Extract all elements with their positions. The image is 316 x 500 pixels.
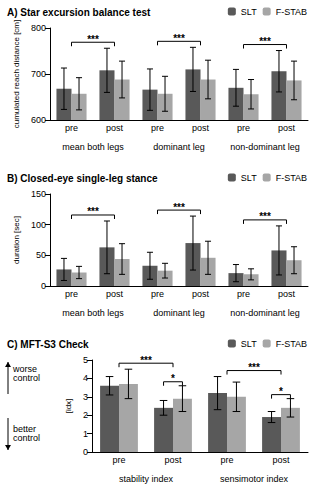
svg-text:non-dominant leg: non-dominant leg: [230, 308, 300, 318]
svg-text:***: ***: [173, 202, 185, 213]
svg-text:pre: pre: [237, 289, 250, 299]
svg-text:0: 0: [41, 281, 46, 291]
svg-text:pre: pre: [65, 289, 78, 299]
svg-text:700: 700: [31, 69, 46, 79]
svg-text:***: ***: [140, 355, 152, 366]
svg-text:control: control: [13, 373, 40, 383]
svg-text:post: post: [278, 123, 296, 133]
svg-text:post: post: [106, 289, 124, 299]
svg-text:pre: pre: [65, 123, 78, 133]
svg-text:100: 100: [31, 220, 46, 230]
svg-text:F-STAB: F-STAB: [276, 173, 307, 183]
svg-text:SLT: SLT: [241, 7, 257, 17]
svg-text:4: 4: [83, 373, 88, 383]
svg-text:SLT: SLT: [241, 339, 257, 349]
svg-text:800: 800: [31, 23, 46, 33]
svg-text:*: *: [171, 373, 175, 384]
svg-text:[idx]: [idx]: [64, 399, 73, 414]
svg-text:A) Star excursion balance test: A) Star excursion balance test: [7, 7, 151, 18]
svg-text:*: *: [279, 386, 283, 397]
svg-text:post: post: [164, 455, 182, 465]
svg-text:post: post: [272, 455, 290, 465]
svg-text:pre: pre: [220, 455, 233, 465]
svg-text:pre: pre: [112, 455, 125, 465]
svg-text:post: post: [192, 289, 210, 299]
svg-text:F-STAB: F-STAB: [276, 7, 307, 17]
svg-text:pre: pre: [237, 123, 250, 133]
svg-text:50: 50: [36, 250, 46, 260]
svg-text:3: 3: [83, 392, 88, 402]
svg-text:dominant leg: dominant leg: [153, 308, 205, 318]
svg-text:non-dominant leg: non-dominant leg: [230, 142, 300, 152]
svg-text:post: post: [106, 123, 124, 133]
svg-text:B) Closed-eye single-leg stanc: B) Closed-eye single-leg stance: [7, 173, 158, 184]
svg-text:pre: pre: [151, 123, 164, 133]
svg-text:stability index: stability index: [119, 474, 174, 484]
svg-text:sensimotor index: sensimotor index: [220, 474, 289, 484]
svg-text:dominant leg: dominant leg: [153, 142, 205, 152]
svg-text:post: post: [278, 289, 296, 299]
svg-text:post: post: [192, 123, 210, 133]
svg-text:mean both legs: mean both legs: [62, 308, 124, 318]
svg-text:worse: worse: [13, 363, 40, 374]
svg-text:***: ***: [259, 36, 271, 47]
svg-text:mean both legs: mean both legs: [62, 142, 124, 152]
svg-text:***: ***: [87, 206, 99, 217]
svg-text:pre: pre: [151, 289, 164, 299]
svg-text:1: 1: [83, 429, 88, 439]
svg-text:150: 150: [31, 189, 46, 199]
svg-text:duration [sec]: duration [sec]: [12, 216, 21, 264]
svg-text:cumulated reach distance [cm]: cumulated reach distance [cm]: [12, 20, 21, 129]
svg-text:2: 2: [83, 410, 88, 420]
svg-text:***: ***: [87, 34, 99, 45]
svg-text:0: 0: [83, 447, 88, 457]
svg-text:C) MFT-S3 Check: C) MFT-S3 Check: [7, 339, 89, 350]
svg-text:600: 600: [31, 115, 46, 125]
svg-text:***: ***: [173, 33, 185, 44]
svg-text:SLT: SLT: [241, 173, 257, 183]
svg-text:control: control: [13, 433, 40, 443]
svg-text:F-STAB: F-STAB: [276, 339, 307, 349]
svg-text:***: ***: [248, 362, 260, 373]
svg-text:***: ***: [259, 211, 271, 222]
svg-text:better: better: [13, 423, 39, 434]
svg-text:5: 5: [83, 355, 88, 365]
